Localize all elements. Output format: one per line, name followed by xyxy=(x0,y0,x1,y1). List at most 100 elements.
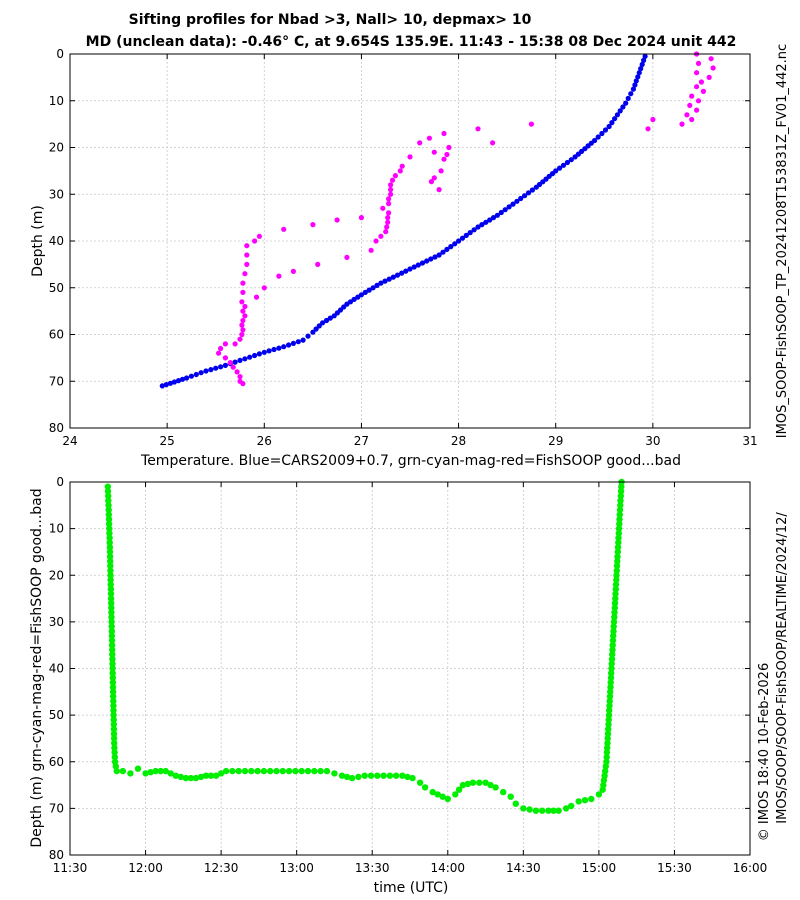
data-point xyxy=(167,380,173,386)
data-point xyxy=(229,767,236,775)
data-point xyxy=(609,120,615,126)
data-point xyxy=(109,670,116,677)
data-point xyxy=(689,93,695,99)
data-point xyxy=(106,539,113,546)
data-point xyxy=(162,767,169,775)
data-point xyxy=(628,91,634,97)
data-point xyxy=(239,299,245,305)
data-point xyxy=(108,609,115,616)
data-point xyxy=(455,786,463,793)
data-point xyxy=(111,744,118,751)
data-point xyxy=(304,767,312,775)
data-point xyxy=(355,773,362,781)
data-point xyxy=(609,637,617,644)
data-point xyxy=(107,581,114,588)
data-point xyxy=(616,511,623,518)
y-tick-label: 40 xyxy=(49,234,64,248)
data-point xyxy=(261,285,267,291)
data-point xyxy=(610,632,617,640)
data-point xyxy=(645,126,651,132)
x-tick-label: 14:00 xyxy=(430,861,465,875)
data-point xyxy=(490,215,497,221)
data-point xyxy=(386,201,392,207)
data-point xyxy=(617,502,624,509)
x-tick-label: 15:00 xyxy=(582,861,617,875)
data-point xyxy=(111,739,118,747)
data-point xyxy=(232,341,238,347)
data-point xyxy=(208,367,214,373)
data-point xyxy=(506,204,512,210)
data-point xyxy=(607,688,614,695)
x-tick-label: 14:30 xyxy=(506,861,541,875)
data-point xyxy=(295,339,301,345)
data-point xyxy=(606,707,613,714)
data-point xyxy=(706,74,712,80)
data-point xyxy=(476,779,483,786)
data-point xyxy=(385,219,391,225)
data-point xyxy=(110,697,117,705)
data-point xyxy=(142,770,149,777)
data-point xyxy=(305,333,311,339)
data-point xyxy=(392,173,398,179)
data-point xyxy=(260,767,268,775)
data-point xyxy=(254,767,261,775)
data-point xyxy=(316,323,322,329)
data-point xyxy=(167,770,174,777)
data-point xyxy=(105,502,112,509)
data-point xyxy=(694,107,700,113)
chart-subtitle: MD (unclean data): -0.46° C, at 9.654S 1… xyxy=(86,34,737,50)
data-point xyxy=(104,483,112,490)
data-point xyxy=(222,341,228,347)
data-point xyxy=(108,604,115,612)
data-point xyxy=(244,243,250,249)
data-point xyxy=(212,772,220,779)
y-tick-label: 10 xyxy=(49,94,64,108)
data-point xyxy=(179,376,186,382)
data-point xyxy=(617,492,624,500)
data-point xyxy=(107,572,114,579)
data-point xyxy=(650,116,656,123)
data-point xyxy=(695,60,702,66)
data-point xyxy=(300,337,306,343)
data-point xyxy=(399,163,405,169)
data-point xyxy=(603,753,610,761)
top-data-points xyxy=(159,51,716,389)
top-axis-ticks: 24 25 26 27 28 29 30 31 0 10 20 30 40 50 60 70 80 xyxy=(49,47,758,448)
data-point xyxy=(237,336,243,342)
data-point xyxy=(588,795,595,803)
y-tick-label: 70 xyxy=(49,374,64,388)
temperature-depth-chart: Sifting profiles for Nbad >3, Nall> 10, … xyxy=(30,12,758,469)
data-point xyxy=(157,767,164,775)
data-point xyxy=(610,618,618,626)
data-point xyxy=(407,266,413,272)
data-point xyxy=(368,247,374,253)
data-point xyxy=(436,187,442,193)
data-point xyxy=(421,784,429,791)
data-point xyxy=(475,224,481,230)
data-point xyxy=(409,774,416,782)
y-tick-label: 60 xyxy=(49,755,64,769)
data-point xyxy=(242,313,248,319)
data-point xyxy=(602,127,609,133)
data-point xyxy=(171,379,177,385)
series-1 xyxy=(216,51,716,387)
data-point xyxy=(600,777,608,784)
data-point xyxy=(494,212,500,218)
data-point xyxy=(434,791,441,798)
data-point xyxy=(216,350,222,356)
x-tick-label: 16:00 xyxy=(733,861,768,875)
data-point xyxy=(625,95,631,101)
data-point xyxy=(389,177,396,183)
data-point xyxy=(426,135,432,141)
data-point xyxy=(235,767,242,775)
data-point xyxy=(429,788,436,796)
data-point xyxy=(606,123,612,130)
data-point xyxy=(605,711,613,719)
data-point xyxy=(555,807,562,814)
data-point xyxy=(630,86,637,92)
data-point xyxy=(108,628,116,635)
data-point xyxy=(261,349,267,355)
data-point xyxy=(599,130,605,137)
data-point xyxy=(452,241,458,247)
